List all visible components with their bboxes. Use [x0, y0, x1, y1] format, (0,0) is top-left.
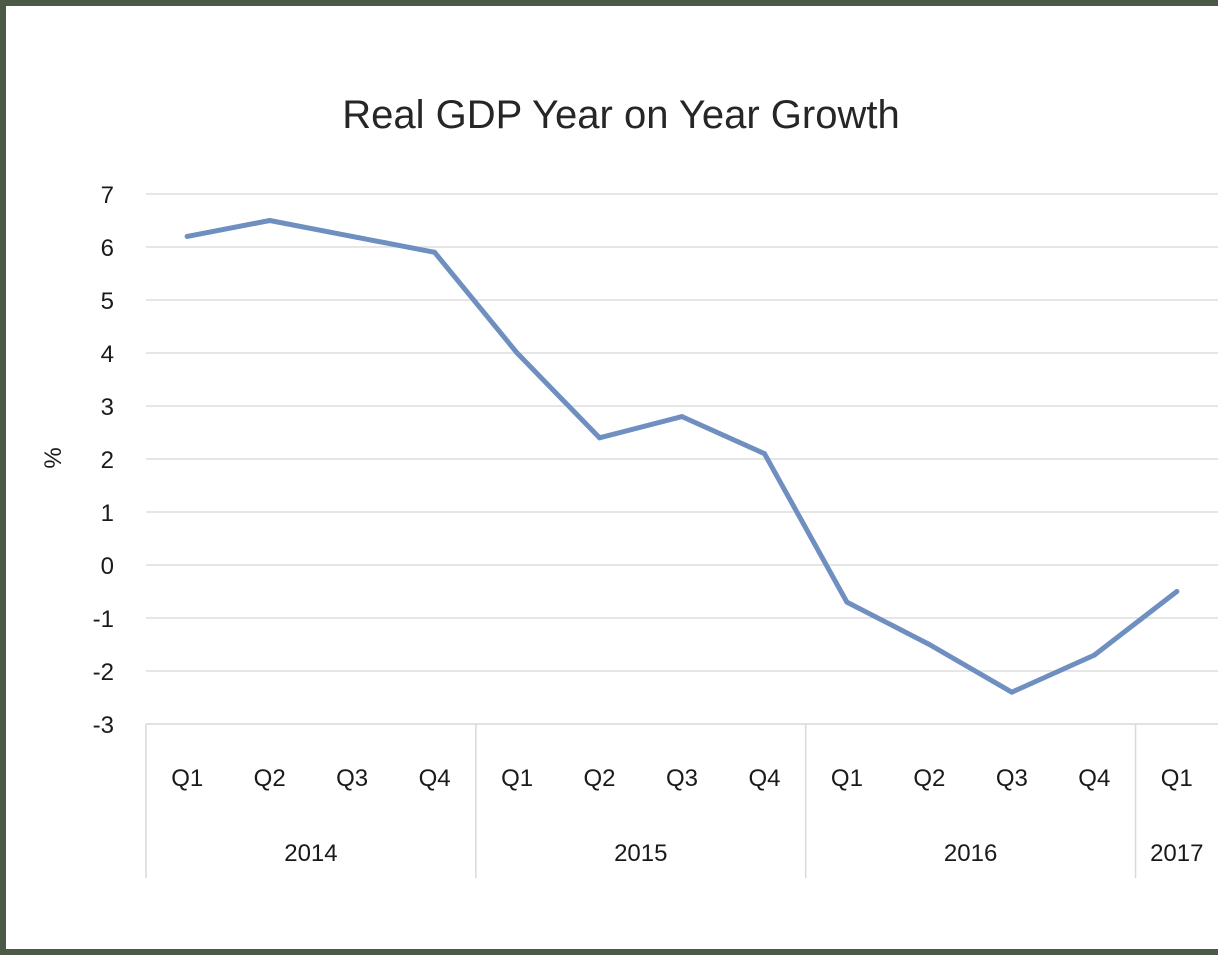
x-tick-label: Q3 [336, 765, 368, 792]
y-tick-label: 4 [101, 341, 114, 368]
data-point [761, 451, 767, 457]
data-point [1009, 689, 1015, 695]
x-tick-label: Q1 [501, 765, 533, 792]
x-tick-label: Q4 [419, 765, 451, 792]
y-axis-ticks: 7 6 5 4 3 2 1 0 -1 -2 -3 [93, 182, 114, 739]
series-line [184, 218, 1180, 695]
x-tick-label: Q1 [1161, 765, 1193, 792]
x-tick-label: Q1 [171, 765, 203, 792]
data-point [184, 233, 190, 239]
x-tick-label: Q4 [1078, 765, 1110, 792]
y-tick-label: 5 [101, 288, 114, 315]
data-point [267, 218, 273, 223]
chart-title: Real GDP Year on Year Growth [342, 93, 899, 137]
year-label: 2016 [944, 840, 997, 867]
x-tick-label: Q1 [831, 765, 863, 792]
year-label: 2015 [614, 840, 667, 867]
data-point [514, 350, 520, 356]
data-point [349, 233, 355, 239]
data-point [926, 642, 932, 647]
x-axis: Q1 Q2 Q3 Q4 Q1 Q2 Q3 Q4 Q1 Q2 Q3 Q4 Q1 2014 2015 2016 20… [145, 723, 1218, 878]
x-tick-label: Q3 [996, 765, 1028, 792]
y-tick-label: 1 [101, 500, 114, 527]
x-tick-label: Q3 [666, 765, 698, 792]
data-point [1174, 589, 1180, 594]
y-tick-label: -1 [93, 606, 114, 633]
y-axis-label: % [40, 447, 67, 468]
y-tick-label: -2 [93, 659, 114, 686]
data-point [679, 414, 685, 420]
y-tick-label: 2 [101, 447, 114, 474]
line-chart: Real GDP Year on Year Growth 7 6 5 4 3 2 1 0 -1 -… [40, 93, 1218, 878]
data-point [432, 249, 438, 255]
year-label: 2014 [284, 840, 337, 867]
year-label: 2017 [1150, 840, 1203, 867]
y-tick-label: 6 [101, 235, 114, 262]
data-point [597, 435, 603, 441]
data-point [1091, 652, 1097, 658]
data-point [844, 599, 850, 605]
gridlines [146, 193, 1218, 672]
x-tick-label: Q4 [748, 765, 780, 792]
x-tick-label: Q2 [913, 765, 945, 792]
y-tick-label: -3 [93, 712, 114, 739]
y-tick-label: 7 [101, 182, 114, 209]
x-tick-label: Q2 [254, 765, 286, 792]
x-tick-label: Q2 [584, 765, 616, 792]
y-tick-label: 3 [101, 394, 114, 421]
series-layer [184, 218, 1180, 695]
y-tick-label: 0 [101, 553, 114, 580]
